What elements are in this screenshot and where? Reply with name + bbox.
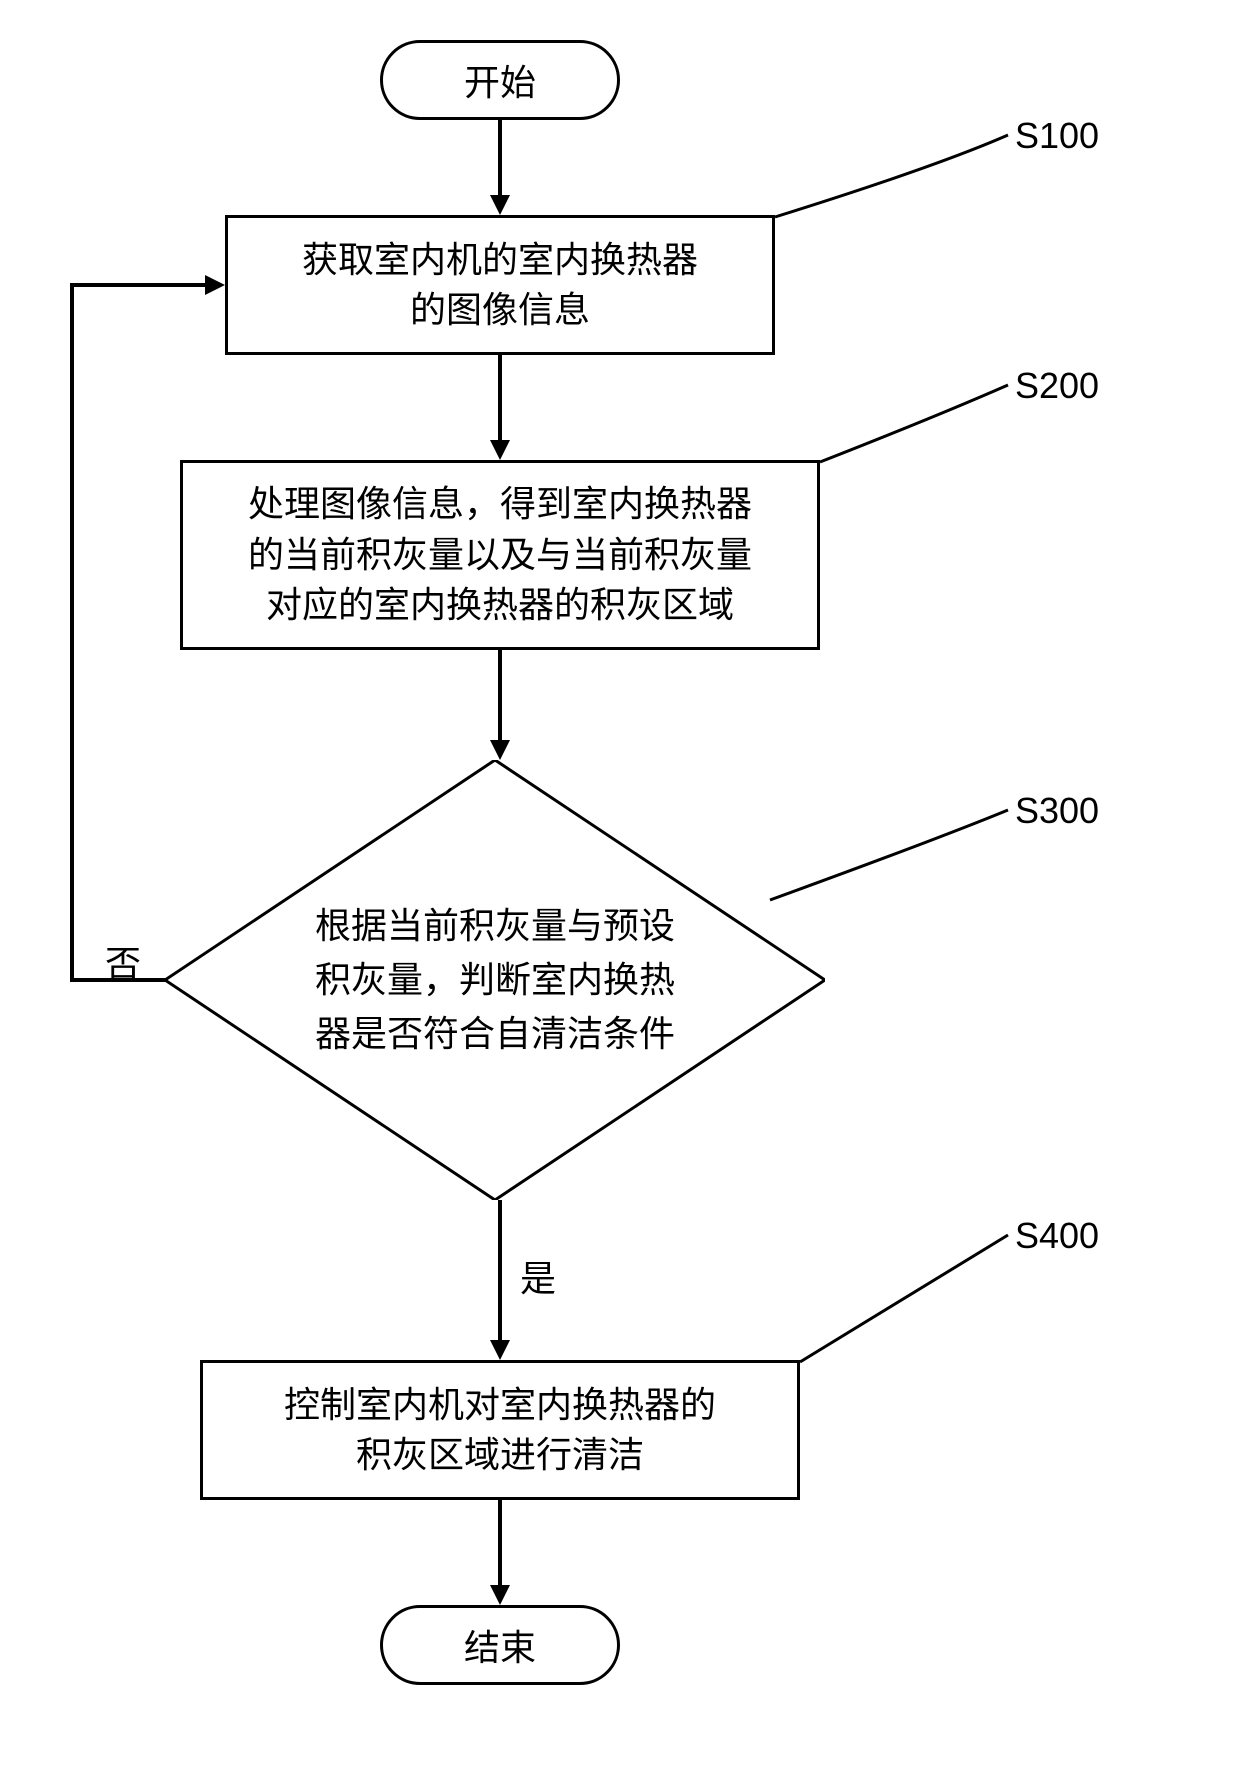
start-text: 开始	[464, 54, 536, 106]
label-s300: S300	[1015, 790, 1099, 832]
s400-node: 控制室内机对室内换热器的 积灰区域进行清洁	[200, 1360, 800, 1500]
end-text: 结束	[464, 1619, 536, 1671]
s200-text: 处理图像信息，得到室内换热器 的当前积灰量以及与当前积灰量 对应的室内换热器的积…	[248, 479, 752, 630]
label-s400: S400	[1015, 1215, 1099, 1257]
s100-text: 获取室内机的室内换热器 的图像信息	[302, 235, 698, 336]
arrowhead-loopback	[205, 275, 225, 295]
yes-label: 是	[520, 1250, 556, 1302]
arrowhead-s200-s300	[490, 740, 510, 760]
s300-node: 根据当前积灰量与预设 积灰量，判断室内换热 器是否符合自清洁条件	[165, 760, 825, 1200]
s100-node: 获取室内机的室内换热器 的图像信息	[225, 215, 775, 355]
arrow-start-s100	[498, 120, 502, 195]
arrow-s400-end	[498, 1500, 502, 1585]
arrowhead-start-s100	[490, 195, 510, 215]
arrow-s200-s300	[498, 650, 502, 740]
arrow-s100-s200	[498, 355, 502, 440]
loopback-h2	[70, 283, 205, 287]
flowchart-container: 开始 获取室内机的室内换热器 的图像信息 处理图像信息，得到室内换热器 的当前积…	[0, 0, 1240, 1790]
end-node: 结束	[380, 1605, 620, 1685]
s400-text: 控制室内机对室内换热器的 积灰区域进行清洁	[284, 1380, 716, 1481]
label-s100: S100	[1015, 115, 1099, 157]
arrowhead-s300-s400	[490, 1340, 510, 1360]
arrowhead-s100-s200	[490, 440, 510, 460]
arrowhead-s400-end	[490, 1585, 510, 1605]
s300-text: 根据当前积灰量与预设 积灰量，判断室内换热 器是否符合自清洁条件	[315, 899, 675, 1061]
s200-node: 处理图像信息，得到室内换热器 的当前积灰量以及与当前积灰量 对应的室内换热器的积…	[180, 460, 820, 650]
arrow-s300-s400	[498, 1200, 502, 1340]
start-node: 开始	[380, 40, 620, 120]
label-s200: S200	[1015, 365, 1099, 407]
loopback-h1	[70, 978, 165, 982]
loopback-v	[70, 285, 74, 982]
